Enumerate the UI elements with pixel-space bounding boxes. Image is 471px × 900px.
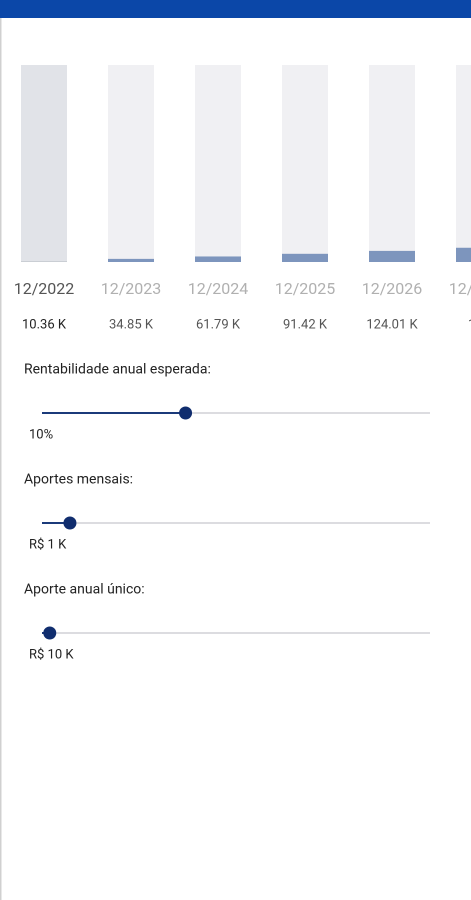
category-label: 12/2026	[362, 279, 423, 298]
bar[interactable]	[282, 253, 328, 262]
bar-track[interactable]	[282, 65, 328, 262]
bar[interactable]	[21, 261, 67, 262]
category-label: 12/2023	[101, 279, 162, 298]
bar-track[interactable]	[195, 65, 241, 262]
slider-thumb[interactable]	[43, 626, 57, 640]
category-label: 12/2025	[275, 279, 336, 298]
slider-thumb[interactable]	[63, 516, 77, 530]
bar-track[interactable]	[456, 65, 471, 262]
bar[interactable]	[369, 250, 415, 262]
bar-track[interactable]	[108, 65, 154, 262]
slider-value: 10%	[29, 427, 53, 442]
bar[interactable]	[195, 256, 241, 262]
left-edge	[0, 18, 2, 900]
chart: 12/2022 10.36 K 12/2023 34.85 K 12/2024 61.79…	[14, 65, 471, 332]
slider-label: Aporte anual único:	[24, 582, 145, 598]
bar-track[interactable]	[369, 65, 415, 262]
category-label: 12/2022	[14, 279, 75, 298]
bar[interactable]	[456, 247, 471, 262]
bar-track[interactable]	[21, 65, 67, 262]
value-label: 61.79 K	[196, 317, 241, 332]
top-bar	[0, 0, 471, 18]
value-label: 159	[468, 317, 471, 332]
slider-value: R$ 10 K	[29, 647, 74, 662]
value-label: 34.85 K	[109, 317, 154, 332]
slider-thumb[interactable]	[179, 406, 193, 420]
value-label: 124.01 K	[366, 317, 418, 332]
slider-value: R$ 1 K	[29, 537, 67, 552]
slider-label: Aportes mensais:	[24, 472, 133, 488]
sliders: Rentabilidade anual esperada: 10% Aportes …	[24, 362, 430, 662]
value-label: 10.36 K	[22, 317, 67, 332]
bar[interactable]	[108, 258, 154, 262]
category-label: 12/2027	[449, 279, 471, 298]
category-label: 12/2024	[188, 279, 249, 298]
slider-label: Rentabilidade anual esperada:	[24, 362, 211, 378]
value-label: 91.42 K	[283, 317, 328, 332]
